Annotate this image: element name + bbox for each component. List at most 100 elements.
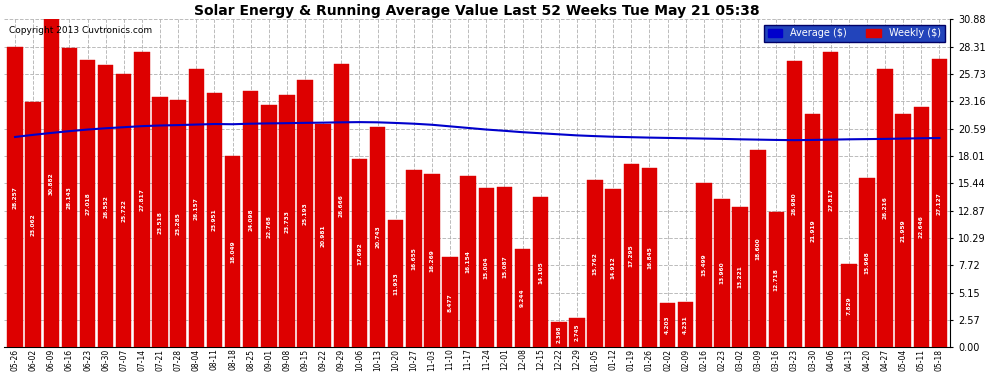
Text: 9.244: 9.244 <box>520 289 525 308</box>
Bar <box>80 60 95 347</box>
Bar <box>768 212 784 347</box>
Text: 27.817: 27.817 <box>829 188 834 211</box>
Bar <box>98 65 114 347</box>
Bar <box>842 264 856 347</box>
Text: 18.049: 18.049 <box>230 240 235 263</box>
Text: 15.004: 15.004 <box>484 256 489 279</box>
Bar <box>678 302 693 347</box>
Text: 18.600: 18.600 <box>755 237 760 260</box>
Bar <box>624 164 639 347</box>
Text: 23.733: 23.733 <box>284 210 289 232</box>
Bar <box>61 48 77 347</box>
Text: 23.285: 23.285 <box>175 212 180 235</box>
Bar <box>551 322 566 347</box>
Text: 21.919: 21.919 <box>810 219 815 242</box>
Bar <box>750 150 766 347</box>
Text: 16.845: 16.845 <box>646 246 652 269</box>
Text: 15.762: 15.762 <box>593 252 598 275</box>
Bar <box>44 19 59 347</box>
Text: 16.154: 16.154 <box>465 250 470 273</box>
Bar <box>351 159 367 347</box>
Bar <box>170 100 186 347</box>
Text: 14.912: 14.912 <box>611 256 616 279</box>
Bar <box>859 178 874 347</box>
Title: Solar Energy & Running Average Value Last 52 Weeks Tue May 21 05:38: Solar Energy & Running Average Value Las… <box>194 4 760 18</box>
Text: 15.087: 15.087 <box>502 256 507 279</box>
Text: 25.193: 25.193 <box>303 202 308 225</box>
Bar <box>406 170 422 347</box>
Text: 15.499: 15.499 <box>701 254 706 276</box>
Text: 2.398: 2.398 <box>556 326 561 343</box>
Bar <box>7 47 23 347</box>
Text: 26.216: 26.216 <box>882 196 888 219</box>
Bar <box>297 80 313 347</box>
Text: 2.745: 2.745 <box>574 324 579 341</box>
Bar <box>805 114 821 347</box>
Text: 23.062: 23.062 <box>31 213 36 236</box>
Bar <box>388 220 403 347</box>
Text: 13.221: 13.221 <box>738 266 742 288</box>
Text: 27.817: 27.817 <box>140 188 145 211</box>
Bar <box>642 168 657 347</box>
Bar <box>515 249 531 347</box>
Bar <box>225 156 241 347</box>
Text: 8.477: 8.477 <box>447 293 452 312</box>
Text: 25.722: 25.722 <box>122 199 127 222</box>
Bar <box>370 127 385 347</box>
Text: 26.157: 26.157 <box>194 197 199 220</box>
Text: 12.718: 12.718 <box>774 268 779 291</box>
Bar <box>914 107 929 347</box>
Bar <box>733 207 747 347</box>
Bar <box>660 303 675 347</box>
Bar <box>261 105 276 347</box>
Text: 7.829: 7.829 <box>846 296 851 315</box>
Bar <box>497 187 512 347</box>
Text: 16.269: 16.269 <box>430 249 435 272</box>
Bar <box>188 69 204 347</box>
Text: 23.951: 23.951 <box>212 209 217 231</box>
Bar <box>135 52 149 347</box>
Text: Copyright 2013 Cuvtronics.com: Copyright 2013 Cuvtronics.com <box>9 26 152 35</box>
Text: 28.143: 28.143 <box>67 186 72 209</box>
Bar <box>334 64 349 347</box>
Text: 17.692: 17.692 <box>357 242 362 265</box>
Bar <box>932 59 947 347</box>
Text: 26.980: 26.980 <box>792 193 797 215</box>
Text: 15.968: 15.968 <box>864 251 869 274</box>
Bar <box>425 174 440 347</box>
Legend: Average ($), Weekly ($): Average ($), Weekly ($) <box>764 24 944 42</box>
Text: 28.257: 28.257 <box>13 186 18 209</box>
Text: 4.231: 4.231 <box>683 315 688 334</box>
Bar <box>316 124 331 347</box>
Bar <box>152 98 167 347</box>
Bar <box>443 257 457 347</box>
Bar <box>587 180 603 347</box>
Text: 24.098: 24.098 <box>248 208 253 231</box>
Bar <box>696 183 712 347</box>
Bar <box>877 69 893 347</box>
Text: 4.203: 4.203 <box>665 316 670 334</box>
Bar <box>207 93 222 347</box>
Bar <box>26 102 41 347</box>
Text: 22.646: 22.646 <box>919 216 924 238</box>
Bar <box>478 188 494 347</box>
Text: 20.743: 20.743 <box>375 226 380 249</box>
Bar <box>243 92 258 347</box>
Bar <box>569 318 585 347</box>
Text: 16.655: 16.655 <box>411 248 417 270</box>
Text: 11.933: 11.933 <box>393 273 398 295</box>
Text: 17.295: 17.295 <box>629 244 634 267</box>
Text: 22.768: 22.768 <box>266 215 271 238</box>
Text: 26.666: 26.666 <box>339 194 344 217</box>
Text: 27.018: 27.018 <box>85 192 90 215</box>
Text: 30.882: 30.882 <box>49 172 53 195</box>
Text: 26.552: 26.552 <box>103 195 108 217</box>
Bar <box>823 52 839 347</box>
Bar <box>279 95 295 347</box>
Text: 21.959: 21.959 <box>901 219 906 242</box>
Text: 13.960: 13.960 <box>720 262 725 284</box>
Bar <box>896 114 911 347</box>
Bar <box>116 74 132 347</box>
Bar <box>606 189 621 347</box>
Bar <box>460 176 476 347</box>
